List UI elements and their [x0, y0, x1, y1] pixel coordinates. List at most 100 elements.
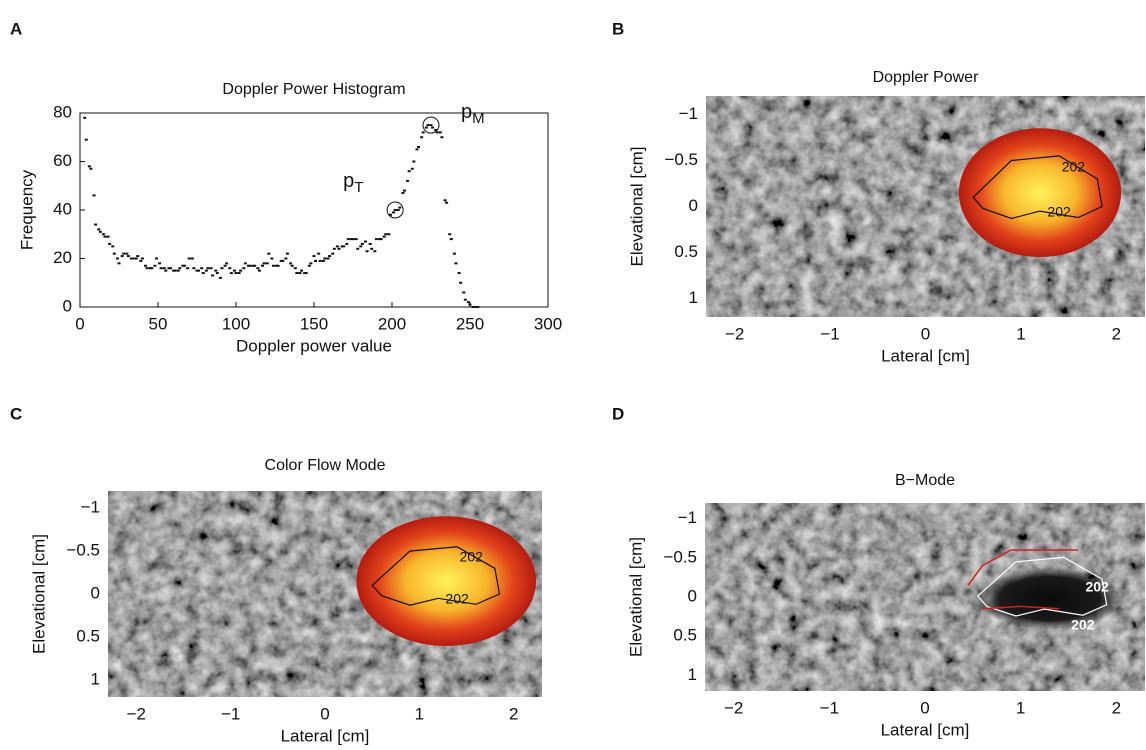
histogram-point	[262, 262, 266, 265]
x-tick-label: 300	[534, 314, 562, 333]
y-tick-label: −0.5	[66, 541, 100, 560]
power-region	[958, 128, 1122, 258]
x-axis-label: Lateral [cm]	[881, 346, 970, 365]
annotation-subscript: T	[354, 179, 363, 196]
x-tick-label: 1	[415, 704, 424, 723]
histogram-point	[293, 267, 297, 270]
histogram-point	[225, 262, 229, 265]
y-axis-label: Elevational [cm]	[627, 147, 646, 267]
histogram-point	[204, 269, 208, 272]
x-tick-label: 0	[921, 324, 930, 343]
chart-title: Doppler Power	[873, 69, 980, 86]
y-axis-label: Elevational [cm]	[29, 534, 48, 654]
histogram-point	[153, 264, 157, 267]
histogram-point	[284, 257, 288, 260]
histogram-point	[197, 269, 201, 272]
histogram-point	[326, 257, 330, 260]
histogram-point	[158, 262, 162, 265]
contour-line-red	[982, 605, 1059, 610]
histogram-point	[261, 264, 265, 267]
histogram-point	[438, 131, 442, 134]
histogram-point	[307, 264, 311, 267]
x-tick-label: −2	[724, 698, 743, 717]
annotation-text: p	[461, 101, 472, 123]
histogram-point	[144, 264, 148, 267]
histogram-point	[363, 240, 367, 243]
histogram-point	[462, 291, 466, 294]
histogram-point	[159, 267, 163, 270]
histogram-point	[471, 306, 475, 308]
histogram-point	[401, 192, 405, 195]
annotation-label: pT	[343, 170, 363, 196]
histogram-point	[125, 252, 129, 255]
histogram-point	[248, 264, 252, 267]
histogram-point	[360, 242, 364, 245]
histogram-point	[443, 199, 447, 202]
panel-letter: C	[10, 404, 22, 423]
histogram-point	[318, 259, 322, 262]
contour-label: 202	[1071, 617, 1095, 633]
histogram-point	[370, 247, 374, 250]
plot-frame	[79, 112, 549, 308]
x-tick-label: 2	[1112, 698, 1121, 717]
annotation-label: pM	[461, 101, 485, 127]
histogram-point	[84, 138, 88, 141]
histogram-point	[452, 252, 456, 255]
histogram-point	[415, 148, 419, 151]
histogram-point	[314, 259, 318, 262]
histogram-point	[420, 136, 424, 139]
chart-title: Doppler Power Histogram	[222, 81, 405, 98]
histogram-point	[463, 298, 467, 301]
y-tick-label: −1	[679, 104, 698, 123]
histogram-point	[92, 194, 96, 197]
x-tick-label: 150	[300, 314, 328, 333]
chart-title: B−Mode	[895, 472, 955, 489]
histogram-point	[290, 264, 294, 267]
histogram-point	[271, 264, 275, 267]
histogram-point	[237, 272, 241, 275]
contour-label: 202	[445, 591, 469, 607]
contour-label: 202	[1085, 578, 1109, 594]
histogram-point	[136, 255, 140, 258]
x-tick-label: 1	[1016, 698, 1025, 717]
histogram-point	[331, 252, 335, 255]
histogram-point	[396, 209, 400, 211]
x-tick-label: 0	[75, 314, 84, 333]
histogram-point	[112, 252, 116, 255]
histogram-point	[281, 259, 285, 262]
y-axis-label: Frequency	[17, 169, 36, 250]
x-tick-label: 1	[1016, 324, 1025, 343]
x-tick-label: 50	[149, 314, 168, 333]
histogram-point	[168, 267, 172, 270]
y-tick-label: 80	[53, 102, 72, 121]
histogram-point	[131, 257, 135, 260]
contour-line	[976, 556, 1108, 617]
y-tick-label: −0.5	[664, 150, 698, 169]
histogram-point	[323, 257, 327, 260]
histogram-point	[466, 301, 470, 304]
histogram-point	[298, 272, 302, 275]
histogram-point	[317, 252, 321, 255]
histogram-point	[111, 245, 115, 248]
histogram-point	[448, 233, 452, 236]
histogram-point	[134, 257, 138, 260]
histogram-point	[365, 250, 369, 253]
y-tick-label: −1	[678, 508, 697, 527]
histogram-point	[108, 242, 112, 245]
histogram-point	[379, 238, 383, 241]
histogram-point	[373, 250, 377, 253]
histogram-point	[454, 262, 458, 265]
histogram-point	[473, 306, 477, 308]
histogram-point	[356, 247, 360, 250]
chart-title: Color Flow Mode	[265, 457, 386, 474]
histogram-point	[218, 276, 222, 279]
histogram-point	[87, 165, 91, 168]
y-tick-label: 1	[688, 665, 697, 684]
histogram-point	[346, 238, 350, 241]
histogram-point	[337, 247, 341, 250]
histogram-point	[172, 269, 176, 272]
histogram-point	[300, 269, 304, 272]
histogram-point	[328, 255, 332, 258]
histogram-point	[342, 245, 346, 248]
